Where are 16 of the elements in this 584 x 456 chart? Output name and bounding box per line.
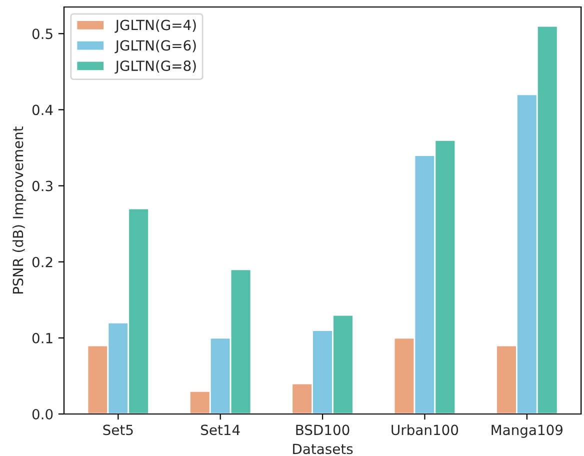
y-tick-label: 0.0 [32, 408, 53, 420]
x-tick-label: Urban100 [392, 424, 458, 436]
y-tick-label: 0.2 [32, 256, 52, 268]
x-tick-label: Manga109 [492, 424, 563, 438]
x-tick-label: Set5 [103, 424, 133, 436]
y-tick-label: 0.5 [32, 28, 52, 40]
y-tick-label: 0.4 [32, 104, 53, 116]
legend-label: JGLTN(G=6) [114, 40, 196, 54]
y-axis-title: PSNR (dB) Improvement [12, 126, 26, 294]
x-tick-label: BSD100 [296, 424, 350, 436]
y-tick-label: 0.1 [32, 332, 52, 344]
legend-label: JGLTN(G=8) [114, 60, 196, 74]
legend-label: JGLTN(G=4) [114, 20, 196, 33]
x-axis-title: Datasets [293, 444, 353, 454]
x-tick-label: Set14 [201, 424, 240, 436]
y-tick-label: 0.3 [32, 180, 52, 192]
